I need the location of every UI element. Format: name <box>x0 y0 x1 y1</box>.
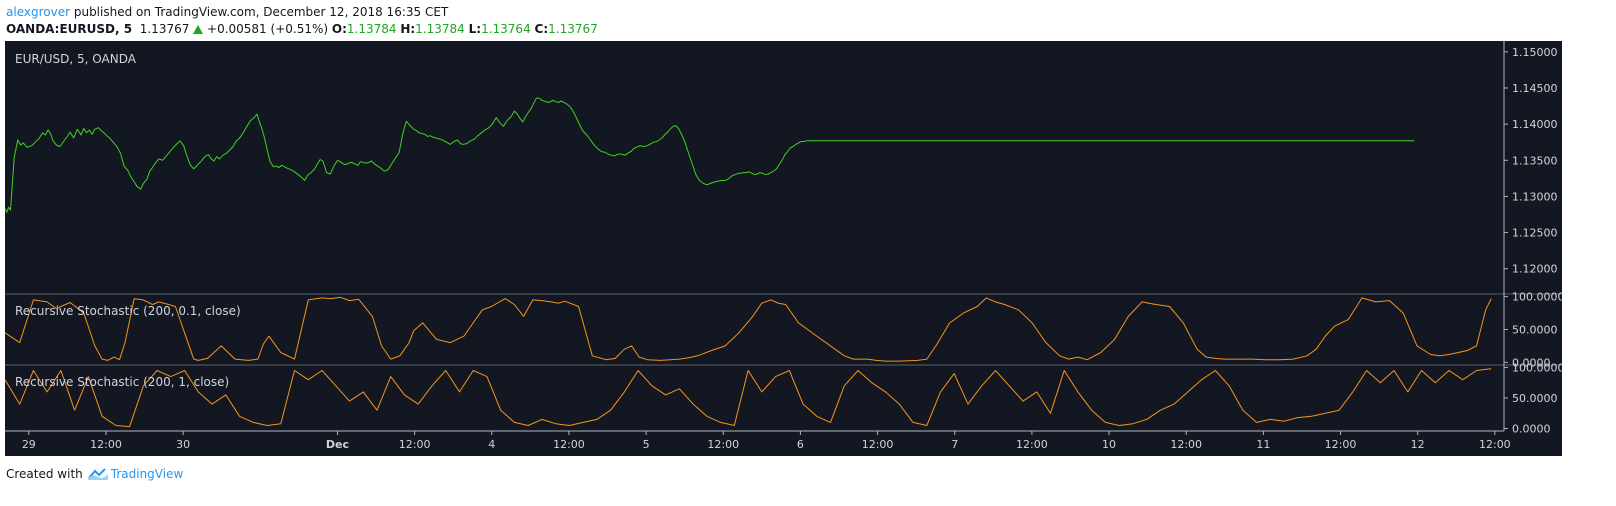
footer: Created with TradingView <box>6 464 183 484</box>
x-tick-label: 11 <box>1256 438 1270 451</box>
y-tick-label: 100.0000 <box>1512 361 1562 374</box>
x-tick-label: 12:00 <box>1170 438 1202 451</box>
x-tick-label: 12:00 <box>1479 438 1511 451</box>
y-tick-label: 1.13000 <box>1512 190 1558 203</box>
high-value: 1.13784 <box>415 22 465 36</box>
x-tick-label: 12 <box>1411 438 1425 451</box>
tradingview-logo-icon <box>87 468 108 480</box>
y-tick-label: 1.13500 <box>1512 154 1558 167</box>
chart-area[interactable]: 1.15000 1.14500 1.14000 1.13500 1.13000 1.125… <box>5 41 1562 456</box>
x-tick-label: 12:00 <box>707 438 739 451</box>
x-tick-label: 12:00 <box>90 438 122 451</box>
x-tick-label: 29 <box>22 438 36 451</box>
price-series-line <box>5 97 1415 213</box>
y-tick-label: 50.0000 <box>1512 392 1558 405</box>
x-tick-label: Dec <box>326 438 349 451</box>
y-tick-label: 100.0000 <box>1512 291 1562 304</box>
x-tick-label: 5 <box>643 438 650 451</box>
x-tick-label: 12:00 <box>1016 438 1048 451</box>
y-tick-label: 1.14000 <box>1512 118 1558 131</box>
y-tick-label: 1.12000 <box>1512 263 1558 276</box>
high-label: H: <box>400 22 416 36</box>
low-label: L: <box>468 22 482 36</box>
stoch2-pane-title: Recursive Stochastic (200, 1, close) <box>15 375 229 389</box>
x-tick-label: 4 <box>488 438 495 451</box>
low-value: 1.13764 <box>481 22 531 36</box>
x-tick-label: 7 <box>951 438 958 451</box>
stochastic-series-line <box>5 368 1492 428</box>
x-tick-label: 12:00 <box>1325 438 1357 451</box>
up-arrow-icon <box>193 25 204 34</box>
stoch1-pane-title: Recursive Stochastic (200, 0.1, close) <box>15 304 241 318</box>
tradingview-link[interactable]: TradingView <box>87 464 184 484</box>
quote-line: OANDA:EURUSD, 5 1.13767 +0.00581 (+0.51%… <box>6 21 598 37</box>
last-price: 1.13767 <box>139 22 190 36</box>
symbol-label: OANDA:EURUSD, 5 <box>6 22 133 36</box>
main-pane-title: EUR/USD, 5, OANDA <box>15 52 137 66</box>
y-tick-label: 0.0000 <box>1512 356 1551 369</box>
close-value: 1.13767 <box>548 22 598 36</box>
y-tick-label: 50.0000 <box>1512 324 1558 337</box>
published-text: published on TradingView.com, December 1… <box>73 5 449 19</box>
y-tick-label: 1.14500 <box>1512 82 1558 95</box>
chart-background <box>5 41 1562 456</box>
x-tick-label: 12:00 <box>553 438 585 451</box>
created-with-text: Created with <box>6 467 83 481</box>
close-label: C: <box>534 22 549 36</box>
x-tick-label: 30 <box>176 438 190 451</box>
y-tick-label: 1.12500 <box>1512 227 1558 240</box>
tradingview-brand: TradingView <box>110 467 184 481</box>
x-tick-label: 12:00 <box>862 438 894 451</box>
price-change: +0.00581 (+0.51%) <box>207 22 329 36</box>
author-link[interactable]: alexgrover <box>6 5 71 19</box>
open-label: O: <box>331 22 347 36</box>
x-tick-label: 10 <box>1102 438 1116 451</box>
y-tick-label: 1.15000 <box>1512 46 1558 59</box>
open-value: 1.13784 <box>346 22 397 36</box>
x-tick-label: 6 <box>797 438 804 451</box>
y-tick-label: 0.0000 <box>1512 423 1551 436</box>
stochastic-series-line <box>5 296 1492 362</box>
publish-info: alexgrover published on TradingView.com,… <box>6 3 448 22</box>
x-tick-label: 12:00 <box>399 438 431 451</box>
